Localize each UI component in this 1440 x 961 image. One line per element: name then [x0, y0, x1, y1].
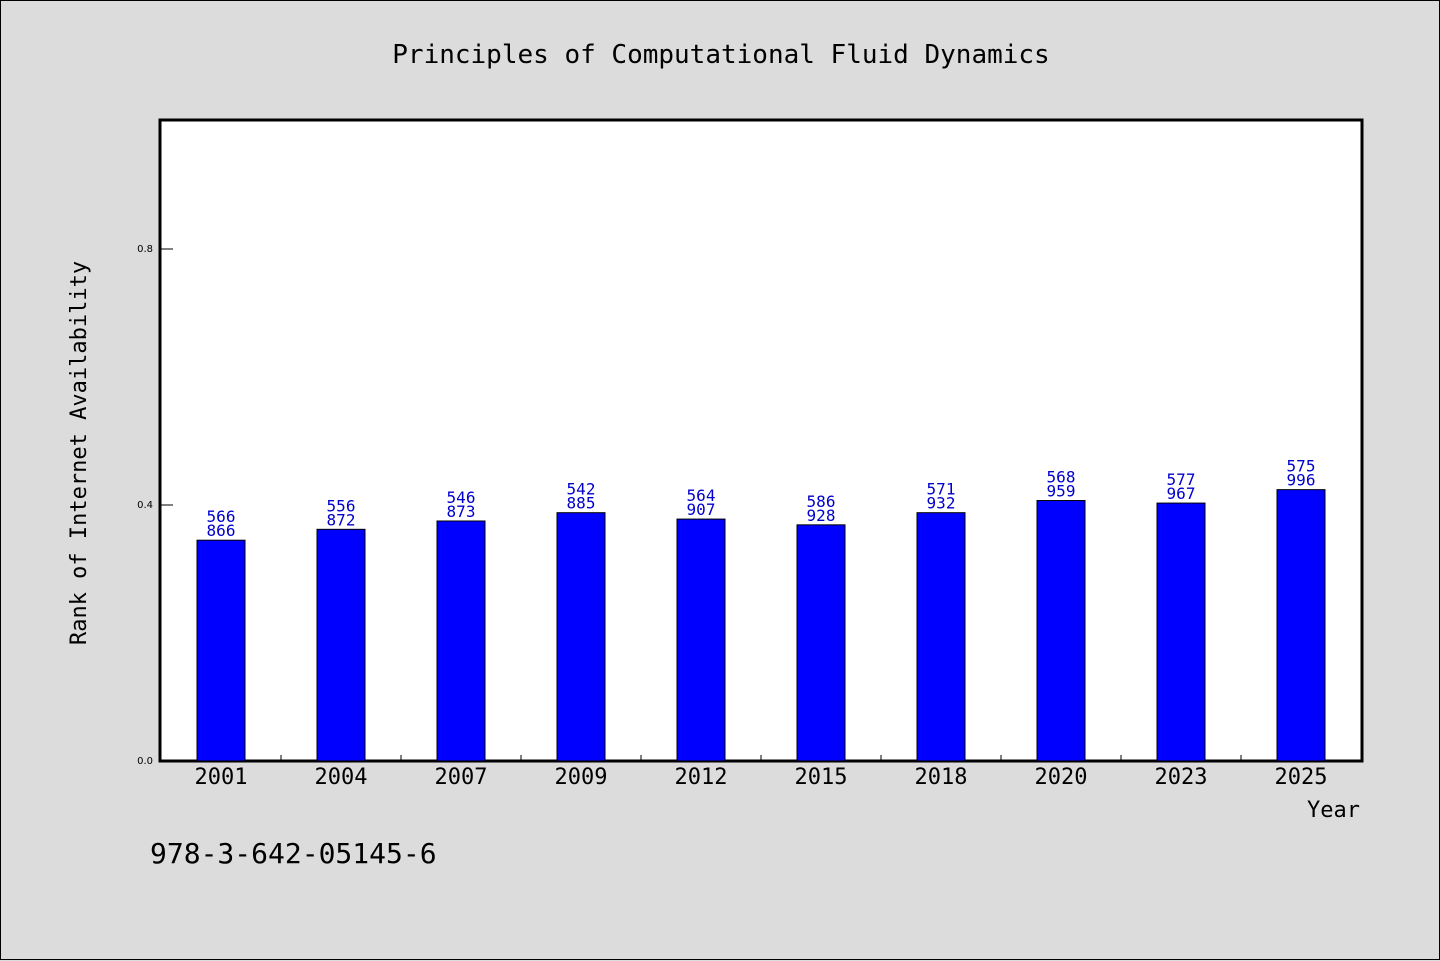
y-tick-label: 0.4	[137, 500, 153, 511]
x-tick-label: 2020	[1035, 765, 1088, 790]
bar	[196, 539, 246, 762]
y-axis-label: Rank of Internet Availability	[67, 261, 92, 645]
x-tick-label: 2007	[435, 765, 488, 790]
bar-data-label: 546	[447, 488, 476, 507]
bar-data-label: 571	[927, 480, 956, 499]
bar-data-label: 556	[327, 496, 356, 515]
bar-data-label: 959	[1047, 482, 1076, 501]
bar-data-label: 564	[687, 486, 716, 505]
y-tick-label: 0.0	[137, 756, 153, 767]
bar-data-label: 932	[927, 494, 956, 513]
bar-data-label: 568	[1047, 468, 1076, 487]
bar-data-label: 967	[1167, 484, 1196, 503]
bar-data-label: 866	[207, 521, 236, 540]
x-tick-label: 2023	[1155, 765, 1208, 790]
chart-title: Principles of Computational Fluid Dynami…	[392, 40, 1049, 70]
bar-data-label: 566	[207, 507, 236, 526]
bar	[556, 512, 606, 762]
bar-data-label: 577	[1167, 470, 1196, 489]
bar	[1276, 489, 1326, 762]
x-tick-label: 2004	[315, 765, 368, 790]
bar-data-label: 873	[447, 502, 476, 521]
x-tick-label: 2009	[555, 765, 608, 790]
y-tick-label: 0.8	[137, 244, 153, 255]
bar-data-label: 996	[1287, 471, 1316, 490]
bar-data-label: 907	[687, 500, 716, 519]
bar	[1036, 500, 1086, 762]
bar	[916, 512, 966, 762]
x-tick-label: 2001	[195, 765, 248, 790]
x-axis-label: Year	[1307, 798, 1360, 823]
bar-data-label: 928	[807, 506, 836, 525]
bar-data-label: 885	[567, 494, 596, 513]
bar	[796, 524, 846, 762]
bar-data-label: 586	[807, 492, 836, 511]
x-tick-label: 2018	[915, 765, 968, 790]
bar-data-label: 575	[1287, 457, 1316, 476]
bar	[1156, 502, 1206, 762]
bar	[436, 520, 486, 762]
bar-data-label: 872	[327, 510, 356, 529]
isbn-label: 978-3-642-05145-6	[150, 837, 437, 870]
x-tick-label: 2015	[795, 765, 848, 790]
x-tick-label: 2012	[675, 765, 728, 790]
x-tick-label: 2025	[1275, 765, 1328, 790]
bar-data-label: 542	[567, 480, 596, 499]
axis-ticks: 2001 2004 2007 2009 2012 2015 2018 2020 2023 2025…	[137, 244, 1327, 790]
bar	[316, 528, 366, 762]
bar	[676, 518, 726, 762]
